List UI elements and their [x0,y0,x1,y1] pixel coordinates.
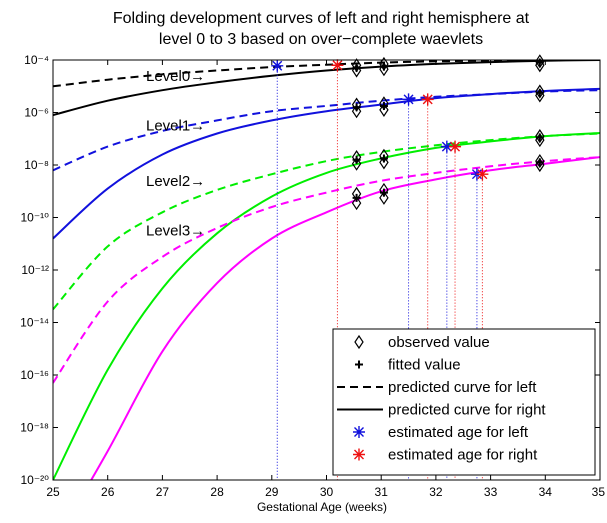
y-tick-label-3: 10⁻¹⁰ [21,211,50,225]
observed-value-marker-13 [351,156,362,171]
x-tick-label-9: 34 [539,485,553,499]
curve-labels: Level0→ Level1→ Level2→ Level3→ [146,68,205,240]
y-tick-label-5: 10⁻¹⁴ [20,316,49,330]
x-tick-label-3: 28 [210,485,224,499]
legend: observed value fitted value predicted curv… [332,328,596,476]
chart-title-line1: Folding development curves of left and r… [113,10,530,27]
legend-label-3: predicted curve for right [388,402,546,419]
series-line-level1-right [53,87,600,240]
x-tick-label-6: 31 [375,485,389,499]
series-lines [53,60,600,480]
series-line-level3-right [90,156,600,480]
axes: 25 26 27 28 29 30 31 32 33 34 35 10⁻⁴ 10⁻⁶ 10⁻⁸ 10⁻¹⁰ 1… [20,53,605,499]
fitted-value-marker-10 [379,188,388,197]
observed-value-marker-4 [535,54,545,69]
x-tick-label-7: 32 [429,485,443,499]
y-tick-label-6: 10⁻¹⁶ [20,368,49,382]
legend-label-0: observed value [388,334,490,351]
observed-value-marker-19 [351,195,362,211]
x-axis-label: Gestational Age (weeks) [257,500,387,514]
x-tick-label-0: 25 [46,485,60,499]
x-tick-label-8: 33 [484,485,498,499]
markers [271,54,545,211]
fitted-value-marker-9 [352,193,361,202]
observed-value-marker-21 [379,190,389,205]
fitted-value-marker-6 [352,155,361,164]
estimated-age-left-marker-0 [271,59,284,72]
legend-label-5: estimated age for right [388,447,538,464]
curve-label-level0: Level0→ [146,68,205,85]
legend-symbol-plus-1 [355,360,363,369]
x-tick-label-1: 26 [101,485,115,499]
x-tick-label-4: 29 [265,485,279,499]
curve-label-level3: Level3→ [146,223,205,240]
series-line-level3-left [53,156,600,384]
y-tick-label-0: 10⁻⁴ [24,53,49,67]
curve-label-level1: Level1→ [146,118,205,135]
observed-value-marker-16 [535,129,545,144]
y-tick-label-4: 10⁻¹² [21,263,49,277]
legend-symbol-asterisk-4 [353,426,365,438]
observed-value-marker-10 [535,84,545,99]
fitted-value-marker-4 [379,101,388,110]
observed-value-marker-15 [379,155,389,170]
series-line-level2-right [53,132,600,480]
estimated-age-right-marker-0 [331,59,344,72]
curve-label-level2: Level2→ [146,173,205,190]
estimated-age-right-marker-3 [476,168,489,181]
series-line-level0-right [53,60,600,117]
estimated-age-left-marker-1 [402,93,415,106]
y-tick-label-8: 10⁻²⁰ [21,473,50,487]
estimated-age-right-marker-2 [449,140,462,153]
estimated-age-left-marker-2 [440,140,453,153]
fitted-value-marker-5 [535,88,544,97]
observed-value-marker-22 [535,153,545,169]
fitted-value-marker-8 [535,133,544,142]
fitted-value-marker-3 [352,103,361,112]
x-tick-label-2: 27 [156,485,170,499]
fitted-value-marker-11 [535,158,544,167]
x-tick-label-10: 35 [592,485,606,499]
y-tick-label-2: 10⁻⁸ [24,158,49,172]
fitted-value-marker-1 [379,62,388,71]
legend-label-2: predicted curve for left [388,379,537,396]
legend-box [332,328,596,476]
y-tick-label-1: 10⁻⁶ [24,106,49,120]
chart-title-line2: level 0 to 3 based on over−complete waev… [159,31,483,48]
y-tick-label-7: 10⁻¹⁸ [20,421,49,435]
x-tick-label-5: 30 [320,485,334,499]
estimated-age-right-marker-1 [421,93,434,106]
legend-symbol-asterisk-5 [353,448,365,461]
fitted-value-marker-7 [379,154,388,163]
legend-symbol-diamond-0 [354,334,364,350]
legend-label-1: fitted value [388,357,461,374]
observed-value-marker-9 [379,102,389,117]
legend-label-4: estimated age for left [388,424,529,441]
observed-value-marker-7 [351,104,362,119]
fitted-value-marker-0 [352,63,361,72]
